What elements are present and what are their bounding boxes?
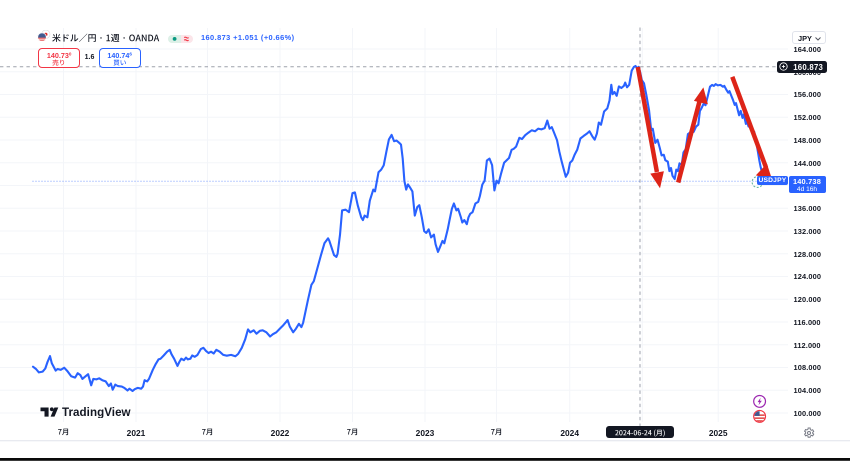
svg-text:TradingView: TradingView: [62, 406, 132, 418]
